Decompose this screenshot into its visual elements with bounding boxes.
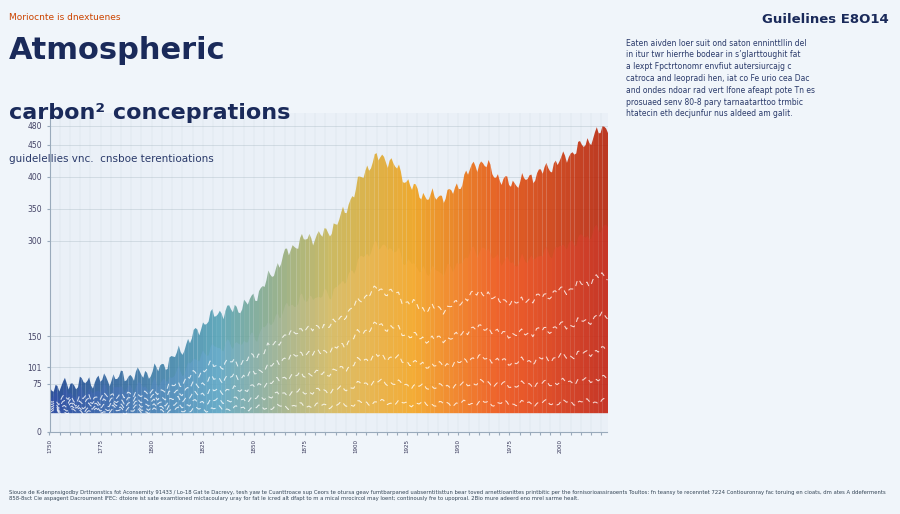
Text: Eaten aivden loer suit ond saton enninttllin del
in itur twr hierrhe bodear in s: Eaten aivden loer suit ond saton ennintt…	[626, 39, 814, 118]
Text: Moriocnte is dnextuenes: Moriocnte is dnextuenes	[9, 13, 121, 22]
Text: Siouce de K-denpnsigodby Drttnonstics fot Aconsemity 91433 / Lo-18 Gat te Dacrev: Siouce de K-denpnsigodby Drttnonstics fo…	[9, 490, 886, 501]
Text: guidelellies vnc.  cnsboe terentioations: guidelellies vnc. cnsboe terentioations	[9, 154, 214, 164]
Text: Atmospheric: Atmospheric	[9, 36, 226, 65]
Text: Guilelines E8O14: Guilelines E8O14	[762, 13, 889, 26]
Text: carbon² conceprations: carbon² conceprations	[9, 103, 291, 123]
